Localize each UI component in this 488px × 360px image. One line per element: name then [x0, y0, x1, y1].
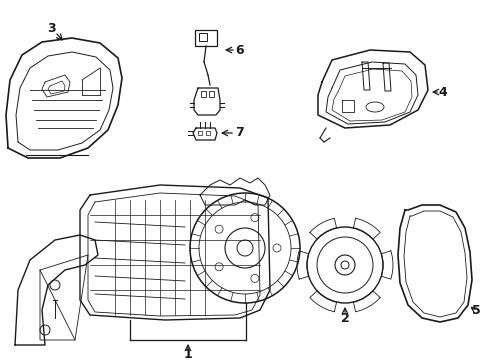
- Text: 4: 4: [438, 85, 447, 99]
- Text: 7: 7: [235, 126, 244, 139]
- Bar: [198, 131, 202, 135]
- Text: 1: 1: [183, 348, 192, 360]
- Text: 3: 3: [48, 22, 56, 35]
- Bar: [201, 91, 205, 97]
- Bar: [208, 91, 214, 97]
- Bar: [195, 30, 217, 46]
- Text: 5: 5: [470, 303, 479, 316]
- Text: 2: 2: [340, 311, 348, 324]
- Text: 6: 6: [235, 44, 244, 57]
- Bar: [199, 33, 206, 41]
- Bar: [205, 131, 209, 135]
